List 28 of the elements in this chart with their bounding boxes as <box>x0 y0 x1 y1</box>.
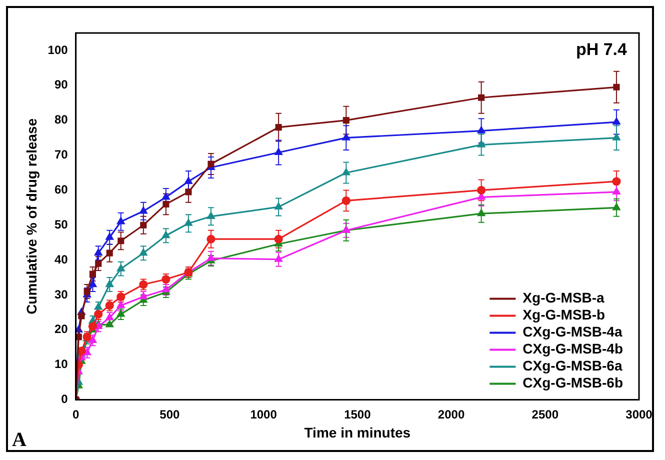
x-tick-label: 3000 <box>626 407 653 422</box>
y-tick-label: 70 <box>54 148 68 162</box>
y-tick-label: 90 <box>54 78 68 92</box>
y-tick-label: 10 <box>54 357 68 372</box>
y-axis-title: Cumulative % of drug release <box>23 118 40 314</box>
legend-label: CXg-G-MSB-6a <box>522 358 622 374</box>
y-tick-label: 0 <box>61 392 68 406</box>
x-tick-label: 500 <box>160 407 180 422</box>
legend-label: Xg-G-MSB-a <box>522 290 605 306</box>
x-tick-label: 0 <box>72 407 80 422</box>
annotation: pH 7.4 <box>576 40 628 59</box>
legend-label: CXg-G-MSB-4b <box>522 340 624 357</box>
legend-label: Xg-G-MSB-b <box>522 306 606 323</box>
legend-label: CXg-G-MSB-6b <box>522 374 624 391</box>
legend-label: CXg-G-MSB-4a <box>522 324 622 340</box>
y-tick-label: 100 <box>48 42 68 57</box>
y-tick-label: 60 <box>54 182 68 197</box>
y-tick-label: 20 <box>54 322 68 336</box>
x-tick-label: 2500 <box>532 407 559 422</box>
x-tick-label: 2000 <box>438 407 465 422</box>
x-tick-label: 1500 <box>344 407 372 422</box>
y-tick-label: 80 <box>54 112 68 127</box>
x-axis-title: Time in minutes <box>304 424 411 440</box>
x-tick-label: 1000 <box>250 407 278 422</box>
y-tick-label: 50 <box>54 217 68 232</box>
y-tick-label: 40 <box>54 252 68 266</box>
text: A <box>12 429 27 451</box>
y-tick-label: 30 <box>54 287 68 302</box>
